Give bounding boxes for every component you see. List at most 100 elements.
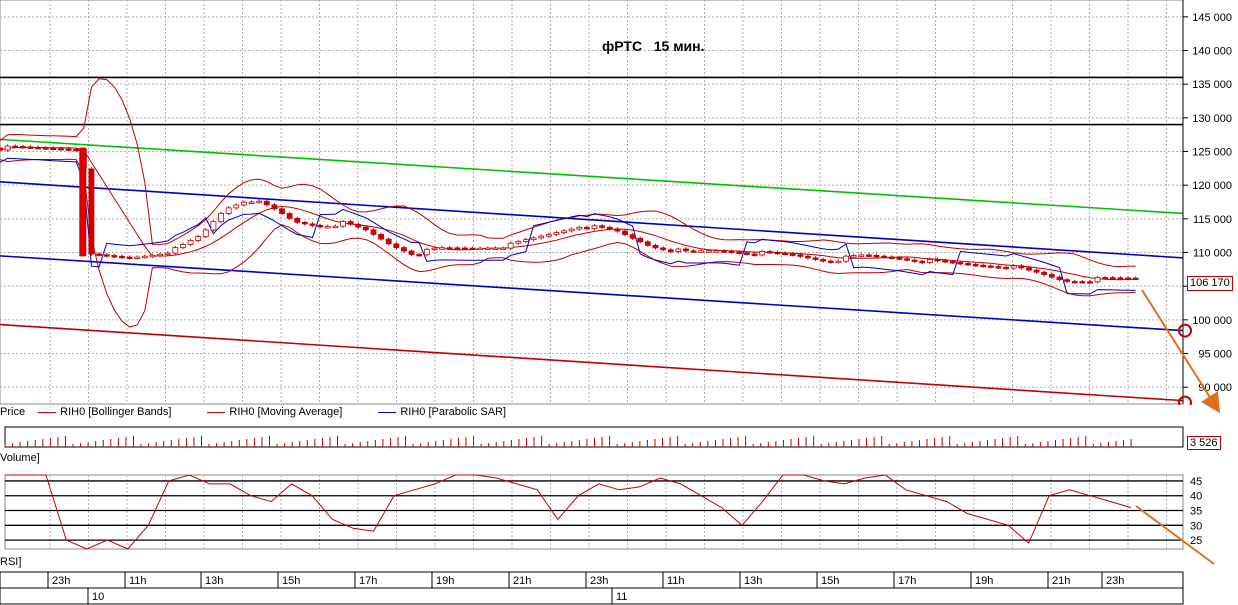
- candle: [736, 251, 743, 254]
- day-label: 10: [92, 591, 104, 603]
- trend-line: [0, 181, 1184, 259]
- sar-line: [0, 157, 1136, 295]
- candle: [545, 233, 552, 237]
- candle: [629, 234, 636, 239]
- candle: [355, 223, 362, 228]
- candle: [858, 254, 865, 257]
- candle: [1125, 277, 1131, 280]
- volume-last-label: 3 526: [1187, 436, 1221, 450]
- candle: [698, 250, 705, 253]
- candle: [995, 266, 1002, 269]
- candle: [65, 148, 72, 151]
- candle: [446, 247, 453, 250]
- trend-line: [0, 255, 1184, 332]
- candle: [385, 238, 392, 245]
- hour-label: 11h: [129, 575, 147, 587]
- candle: [744, 252, 750, 255]
- candle: [225, 207, 232, 214]
- candle: [1041, 271, 1048, 275]
- rsi-tick-label: 40: [1190, 491, 1202, 503]
- candle: [210, 221, 217, 231]
- candle: [172, 247, 179, 254]
- candle: [241, 201, 247, 206]
- candle: [1056, 276, 1063, 281]
- candle: [431, 247, 438, 251]
- candle: [713, 250, 720, 253]
- volume-bars: [4, 436, 1132, 447]
- candle: [1018, 265, 1025, 269]
- volume-pane-label: Volume]: [0, 452, 40, 464]
- candle: [866, 254, 872, 257]
- candle: [263, 200, 270, 206]
- candle: [942, 260, 949, 263]
- candle: [660, 247, 667, 251]
- candle: [416, 254, 423, 257]
- candle: [774, 251, 781, 255]
- candle: [980, 264, 987, 268]
- hour-label: 15h: [282, 575, 300, 587]
- candle: [58, 148, 64, 151]
- candle: [751, 253, 758, 256]
- candle: [972, 264, 979, 267]
- candle: [301, 222, 308, 225]
- hour-label: 21h: [1052, 575, 1070, 587]
- candle: [134, 256, 141, 259]
- candle: [35, 146, 42, 150]
- y-tick-label: 125 000: [1192, 147, 1232, 159]
- y-tick-label: 140 000: [1192, 46, 1232, 58]
- candle: [523, 239, 529, 242]
- candle: [843, 255, 849, 262]
- y-tick-label: 90 000: [1198, 382, 1232, 394]
- hour-label: 19h: [975, 575, 993, 587]
- candle: [279, 208, 285, 214]
- trend-lines: [0, 138, 1184, 402]
- candle: [721, 250, 727, 253]
- candle: [591, 225, 598, 230]
- candle: [637, 237, 644, 243]
- candle: [340, 221, 346, 227]
- candle: [667, 249, 674, 252]
- candle: [88, 168, 95, 255]
- candle: [286, 213, 293, 219]
- candle: [1087, 281, 1093, 284]
- candle: [1026, 267, 1032, 271]
- rsi-pane-label: RSI]: [0, 556, 22, 568]
- candle: [347, 221, 354, 225]
- rsi-chart: 45 40 35 30 25: [4, 474, 1202, 550]
- candle: [583, 226, 590, 230]
- candle: [987, 265, 994, 268]
- candle: [332, 225, 339, 229]
- candle: [19, 146, 26, 149]
- candle: [362, 226, 369, 231]
- candle: [652, 245, 659, 249]
- horizontal-levels: [0, 76, 1183, 126]
- hour-label: 21h: [513, 575, 531, 587]
- candle: [1079, 281, 1086, 284]
- candle: [309, 223, 316, 226]
- candle: [233, 204, 240, 209]
- candle: [0, 147, 3, 151]
- candle: [675, 248, 682, 252]
- y-tick-label: 115 000: [1193, 214, 1232, 226]
- candle: [149, 254, 156, 258]
- candle: [1010, 265, 1017, 269]
- candle: [881, 255, 888, 259]
- rsi-y-axis: 45 40 35 30 25: [1190, 476, 1202, 547]
- hour-label: 23h: [590, 575, 608, 587]
- y-tick-label: 100 000: [1192, 315, 1232, 327]
- candle: [896, 257, 903, 260]
- y-tick-label: 95 000: [1198, 349, 1232, 361]
- candle: [926, 258, 933, 263]
- candle: [965, 263, 971, 266]
- candle: [393, 243, 400, 249]
- candle: [370, 229, 377, 235]
- candle: [766, 251, 773, 254]
- bollinger-lower: [0, 158, 1136, 328]
- hour-label: 23h: [1106, 575, 1124, 587]
- parabolic-sar: [0, 157, 1136, 295]
- candle: [119, 255, 125, 259]
- candle: [873, 254, 880, 258]
- candle: [164, 252, 171, 255]
- legend-bollinger: RIH0 [Bollinger Bands]: [28, 404, 171, 420]
